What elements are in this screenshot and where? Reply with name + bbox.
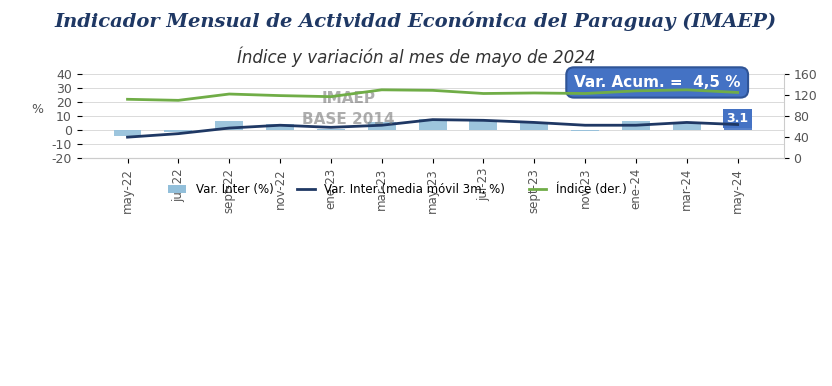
Bar <box>418 119 447 130</box>
Text: 3.1: 3.1 <box>726 112 749 125</box>
Text: IMAEP
BASE 2014: IMAEP BASE 2014 <box>302 91 394 127</box>
Bar <box>469 120 498 130</box>
Text: Indicador Mensual de Actividad Económica del Paraguay (IMAEP): Indicador Mensual de Actividad Económica… <box>55 12 777 31</box>
Text: Var. Acum. =  4,5 %: Var. Acum. = 4,5 % <box>574 75 740 90</box>
Bar <box>165 130 192 132</box>
Bar <box>724 126 751 130</box>
Legend: Var. Inter (%), Var. Inter (media móvil 3m, %), Índice (der.): Var. Inter (%), Var. Inter (media móvil … <box>164 179 631 201</box>
Bar <box>673 122 701 130</box>
Bar <box>520 123 548 130</box>
Bar <box>266 124 294 130</box>
Bar <box>571 130 599 131</box>
Bar <box>368 122 396 130</box>
Bar <box>113 130 141 137</box>
Bar <box>317 129 345 130</box>
Bar <box>622 121 650 130</box>
Y-axis label: %: % <box>32 103 43 116</box>
Text: Índice y variación al mes de mayo de 2024: Índice y variación al mes de mayo de 202… <box>237 46 595 67</box>
Bar <box>215 121 243 130</box>
